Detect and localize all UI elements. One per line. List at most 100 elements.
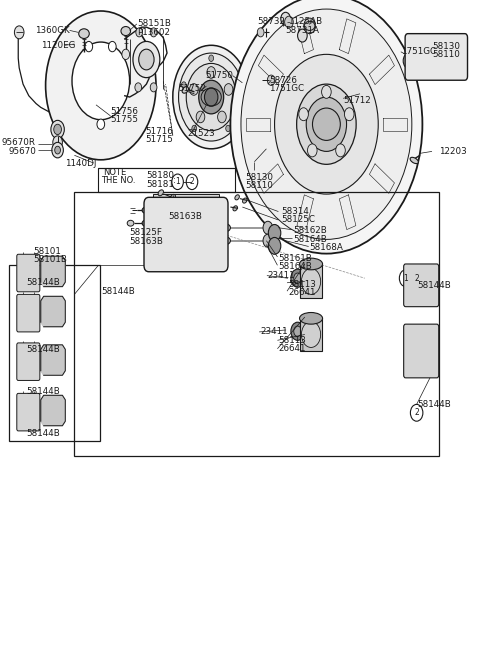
Text: 58110: 58110 [245, 181, 273, 190]
Circle shape [190, 83, 198, 95]
Circle shape [52, 142, 63, 158]
Text: 58163B: 58163B [168, 212, 202, 221]
Circle shape [136, 28, 143, 37]
Circle shape [306, 97, 347, 151]
Text: 23411: 23411 [268, 271, 296, 280]
Polygon shape [258, 164, 283, 193]
Circle shape [455, 50, 465, 63]
Text: 51752: 51752 [179, 84, 206, 93]
Polygon shape [407, 329, 434, 375]
Circle shape [294, 273, 301, 283]
Text: 58731A: 58731A [286, 26, 320, 35]
Circle shape [308, 144, 317, 157]
Ellipse shape [235, 195, 240, 200]
Circle shape [72, 42, 130, 120]
Circle shape [226, 126, 230, 132]
FancyBboxPatch shape [144, 197, 228, 272]
Text: 58144B: 58144B [26, 387, 60, 396]
Circle shape [241, 9, 412, 239]
FancyBboxPatch shape [404, 324, 439, 378]
Text: 1125AB: 1125AB [288, 17, 322, 27]
Circle shape [275, 54, 378, 194]
Circle shape [297, 84, 356, 164]
Ellipse shape [142, 220, 151, 226]
Text: 2: 2 [190, 177, 194, 186]
Circle shape [150, 83, 157, 92]
Bar [428, 44, 443, 72]
Text: 58130: 58130 [245, 173, 273, 182]
Circle shape [133, 41, 160, 78]
Polygon shape [246, 118, 270, 131]
Bar [412, 44, 426, 72]
Circle shape [403, 53, 415, 69]
Ellipse shape [170, 194, 176, 201]
Ellipse shape [300, 313, 323, 324]
Circle shape [322, 85, 331, 98]
Text: 58101: 58101 [34, 247, 61, 256]
Ellipse shape [312, 108, 340, 140]
Circle shape [158, 231, 173, 250]
Ellipse shape [221, 237, 230, 245]
Ellipse shape [304, 21, 315, 30]
Text: 58144B: 58144B [418, 400, 451, 409]
Circle shape [285, 16, 293, 28]
Text: 58168A: 58168A [310, 243, 344, 252]
Text: P13602: P13602 [137, 28, 170, 37]
Text: THE NO.: THE NO. [101, 176, 135, 185]
FancyBboxPatch shape [404, 264, 439, 307]
Text: 51712: 51712 [343, 96, 371, 105]
Bar [300, 265, 322, 298]
Circle shape [301, 322, 321, 347]
Text: 51755: 51755 [110, 115, 138, 124]
Text: 58130: 58130 [432, 42, 460, 51]
Text: 2: 2 [414, 274, 419, 283]
FancyBboxPatch shape [17, 343, 40, 380]
Circle shape [291, 322, 304, 340]
Text: 95670: 95670 [8, 147, 36, 156]
Ellipse shape [142, 207, 151, 214]
Circle shape [204, 88, 218, 106]
Circle shape [196, 111, 205, 123]
Circle shape [108, 41, 116, 52]
Polygon shape [370, 164, 395, 193]
Circle shape [336, 144, 345, 157]
Text: 1140DJ: 1140DJ [65, 159, 96, 168]
Text: 58726: 58726 [269, 76, 297, 85]
Text: 58314: 58314 [281, 207, 309, 216]
Polygon shape [370, 55, 395, 85]
Ellipse shape [121, 27, 131, 36]
Text: 58125F: 58125F [130, 228, 162, 237]
Text: 58144B: 58144B [26, 429, 60, 438]
Text: 58113: 58113 [288, 280, 316, 289]
Polygon shape [41, 256, 65, 287]
Circle shape [190, 225, 214, 257]
Text: 58151B: 58151B [137, 19, 171, 28]
Text: 51750: 51750 [205, 71, 233, 80]
Ellipse shape [242, 198, 247, 203]
Text: 1120EG: 1120EG [41, 41, 75, 50]
Text: 58113: 58113 [278, 336, 306, 345]
Text: 1751GC: 1751GC [269, 84, 304, 93]
Circle shape [207, 67, 216, 78]
Circle shape [209, 55, 214, 61]
Circle shape [135, 83, 142, 92]
Polygon shape [41, 345, 65, 375]
Text: NOTE: NOTE [103, 168, 126, 177]
Text: 58164B: 58164B [278, 262, 312, 271]
Text: 26641: 26641 [288, 288, 315, 297]
Circle shape [51, 120, 64, 138]
Text: 58144B: 58144B [26, 345, 60, 354]
Polygon shape [339, 195, 356, 230]
Text: 58732: 58732 [258, 17, 286, 27]
Text: 51756: 51756 [110, 107, 138, 116]
Ellipse shape [233, 206, 238, 211]
Text: 95670R: 95670R [2, 138, 36, 148]
Circle shape [139, 49, 154, 70]
Circle shape [294, 326, 301, 336]
Circle shape [46, 11, 156, 160]
Circle shape [298, 29, 307, 42]
Bar [74, 192, 439, 456]
Text: 2: 2 [414, 408, 419, 417]
Text: 58162B: 58162B [293, 226, 326, 236]
Text: 58163B: 58163B [130, 237, 164, 246]
